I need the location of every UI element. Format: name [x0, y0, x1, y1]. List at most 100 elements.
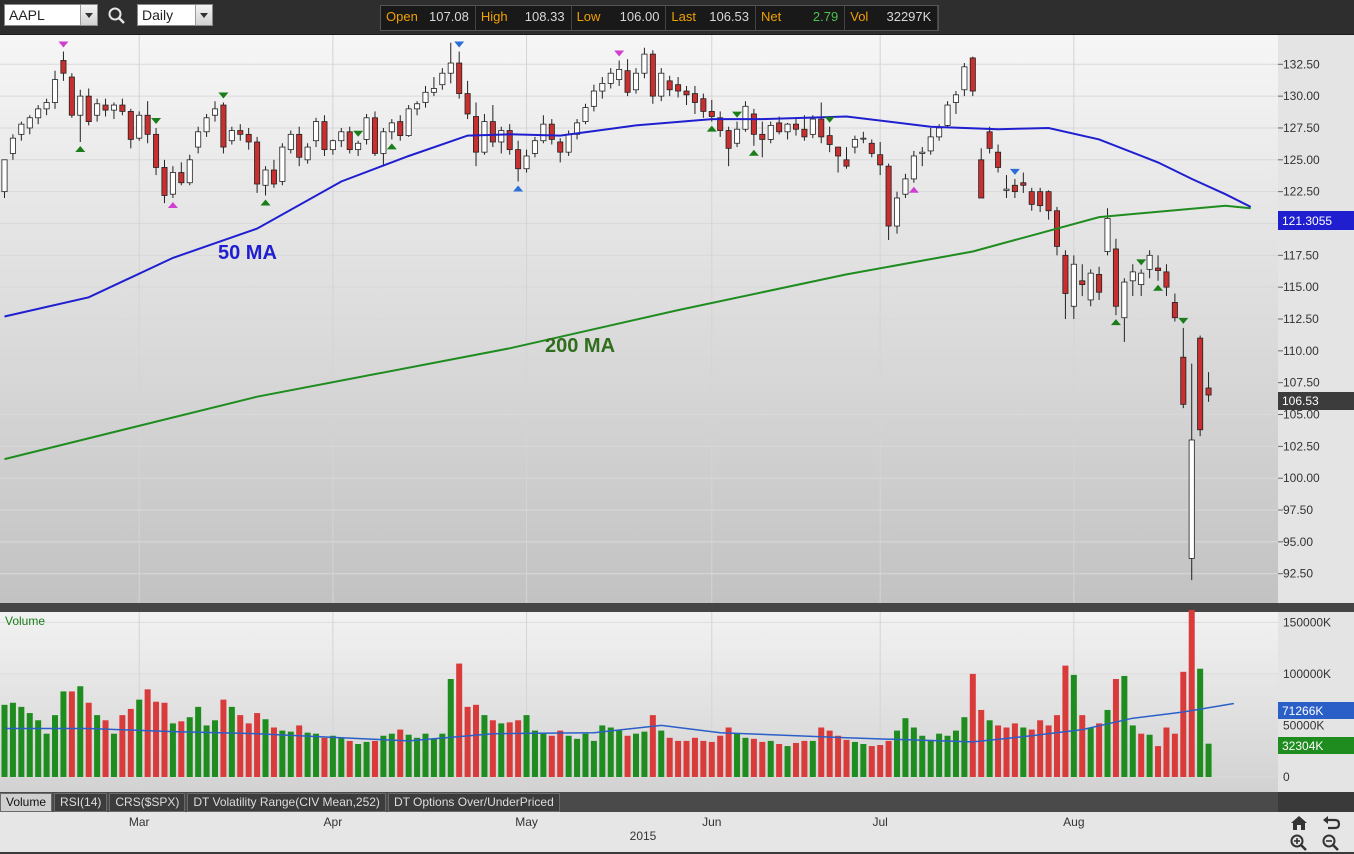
tab-options-overunder[interactable]: DT Options Over/UnderPriced [387, 793, 560, 812]
candle-body [725, 130, 732, 149]
tab-crs[interactable]: CRS($SPX) [109, 793, 186, 812]
pivot-marker [614, 50, 625, 57]
candle-body [675, 84, 682, 92]
volume-bar [809, 740, 816, 777]
volume-bar [220, 699, 227, 777]
volume-bar [169, 723, 176, 777]
candle-body [1205, 387, 1212, 396]
time-tick-label: Aug [1063, 815, 1084, 829]
volume-bar [1, 704, 8, 777]
candle-body [683, 90, 690, 96]
candle-body [860, 137, 867, 140]
candle-body [94, 103, 101, 116]
candle-body [195, 131, 202, 148]
volume-bar [186, 717, 193, 777]
volume-bar [851, 741, 858, 777]
candle-body [26, 117, 33, 129]
volume-bar [843, 739, 850, 777]
candle-body [1104, 217, 1111, 252]
candle-body [287, 133, 294, 151]
candle-body [936, 127, 943, 138]
candle-body [414, 103, 421, 110]
volume-bar [742, 737, 749, 777]
pivot-marker [151, 117, 162, 124]
candle-body [641, 53, 648, 74]
candle-body [346, 131, 353, 151]
candle-body [329, 140, 336, 151]
candle-body [978, 159, 985, 199]
volume-bar [127, 708, 134, 777]
quote-last-value: 106.53 [701, 6, 756, 30]
volume-bar [666, 737, 673, 777]
volume-bar [18, 706, 25, 777]
candle-body [304, 146, 311, 161]
candle-body [767, 125, 774, 140]
ma50-line [4, 115, 1252, 318]
candle-body [153, 133, 160, 168]
candle-body [296, 133, 303, 158]
volume-bar [43, 733, 50, 777]
quote-open-label: Open [381, 6, 423, 30]
candle-body [910, 155, 917, 180]
candle-body [515, 149, 522, 170]
tab-volume[interactable]: Volume [0, 793, 53, 812]
candle-body [792, 123, 799, 130]
interval-select[interactable]: Daily [137, 4, 213, 26]
candle-body [136, 114, 143, 139]
zoom-out-icon[interactable] [1320, 832, 1342, 854]
candle-body [35, 108, 42, 119]
volume-tick-label: 100000K [1283, 667, 1331, 681]
volume-bar [961, 717, 968, 777]
price-tick-label: 115.00 [1283, 280, 1319, 294]
volume-bar [1020, 727, 1027, 777]
volume-bar [338, 737, 345, 777]
candle-body [77, 95, 84, 116]
candle-body [464, 93, 471, 115]
candle-body [1087, 272, 1094, 301]
interval-dropdown-icon[interactable] [195, 5, 212, 25]
candle-body [826, 135, 833, 145]
candle-body [220, 104, 227, 148]
candle-body [818, 118, 825, 138]
search-icon[interactable] [106, 5, 128, 27]
time-tick-label: Apr [324, 815, 343, 829]
volume-bar [574, 738, 581, 777]
volume-bar [540, 733, 547, 777]
volume-bar [85, 702, 92, 777]
zoom-in-icon[interactable] [1288, 832, 1310, 854]
pivot-marker [58, 41, 69, 48]
volume-bar [464, 706, 471, 777]
volume-bar [52, 715, 59, 777]
tab-volatility-range[interactable]: DT Volatility Range(CIV Mean,252) [187, 793, 386, 812]
tab-rsi[interactable]: RSI(14) [54, 793, 108, 812]
candle-body [355, 142, 362, 151]
volume-bar [969, 673, 976, 777]
volume-bar [447, 679, 454, 777]
symbol-input[interactable]: AAPL [4, 4, 98, 26]
quote-low-label: Low [571, 6, 606, 30]
quote-low-value: 106.00 [605, 6, 667, 30]
volume-bar [363, 741, 370, 777]
candle-body [700, 98, 707, 112]
candle-body [531, 140, 538, 154]
undo-icon[interactable] [1320, 812, 1342, 834]
volume-bar [439, 733, 446, 777]
home-icon[interactable] [1288, 812, 1310, 834]
candle-body [338, 131, 345, 142]
volume-bar [1079, 715, 1086, 777]
candle-body [548, 123, 555, 140]
volume-bar [422, 733, 429, 777]
candle-body [523, 155, 530, 170]
pivot-marker [1136, 259, 1147, 266]
volume-bar [355, 744, 362, 777]
candle-body [902, 178, 909, 195]
volume-bar [658, 730, 665, 777]
volume-bar [548, 735, 555, 777]
price-tick-label: 102.50 [1283, 439, 1320, 453]
candle-body [540, 123, 547, 142]
volume-bar [9, 702, 16, 777]
quote-high-label: High [475, 6, 513, 30]
volume-last-tag: 32304K [1278, 737, 1354, 754]
symbol-dropdown-icon[interactable] [80, 5, 97, 25]
